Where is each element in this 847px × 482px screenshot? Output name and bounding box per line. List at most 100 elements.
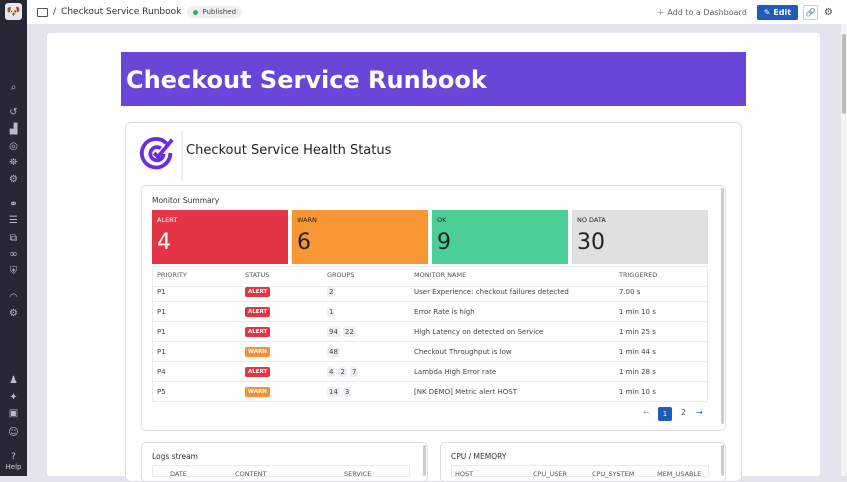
monitor-name[interactable]: Lambda High Error rate	[414, 368, 497, 376]
cpu-table-header: HOST CPU_USER CPU_SYSTEM MEM_USABLE	[451, 465, 709, 478]
monitor-table: PRIORITY STATUS GROUPS MONITOR NAME TRIGGERE…	[152, 266, 708, 402]
help-button[interactable]: ? Help	[5, 452, 22, 471]
apm-icon[interactable]: ⧉	[9, 233, 18, 244]
binoculars-icon[interactable]: ⛯	[9, 157, 18, 168]
summary-value: 30	[577, 230, 605, 255]
security-icon[interactable]: ⛨	[9, 266, 18, 277]
service-map-icon[interactable]: ⚭	[9, 199, 18, 210]
summary-warn[interactable]: WARN 6	[292, 210, 428, 264]
monitor-name[interactable]: [NK DEMO] Metric alert HOST	[414, 388, 517, 396]
watchdog-icon[interactable]: ◎	[9, 141, 18, 152]
priority: P4	[157, 368, 166, 376]
history-icon[interactable]: ↺	[9, 107, 18, 118]
triggered: 7.00 s	[619, 288, 641, 296]
page-2-button[interactable]: 2	[681, 408, 687, 417]
column-host[interactable]: HOST	[455, 470, 474, 478]
page-1-button[interactable]: 1	[658, 407, 672, 421]
table-row[interactable]: P1 WARN 48 Checkout Throughput is low 1 …	[153, 342, 707, 362]
sidebar: 🐶 ⌕ ↺ ▟ ◎ ⛯ ⚙ ⚭ ☰ ⧉ ∞ ⛨ ◠ ⚙ ♟ ✦ ▣ ☺ ? Help	[0, 0, 27, 476]
chat-icon[interactable]: ▣	[8, 408, 19, 419]
logs-icon[interactable]: ☰	[9, 215, 18, 226]
team-icon[interactable]: ♟	[9, 375, 18, 386]
group-count[interactable]: 1	[327, 307, 336, 317]
monitor-name[interactable]: Checkout Throughput is low	[414, 348, 512, 356]
column-content[interactable]: CONTENT	[235, 470, 267, 478]
groups: 2	[327, 287, 338, 297]
breadcrumb-title[interactable]: Checkout Service Runbook	[61, 7, 182, 17]
help-label: Help	[5, 463, 22, 471]
status-badge: ALERT	[245, 327, 271, 337]
group-count[interactable]: 2	[338, 367, 347, 377]
groups: 94 22	[327, 327, 359, 337]
logs-scrollbar[interactable]	[423, 445, 426, 476]
notebook-icon[interactable]	[37, 7, 48, 17]
priority: P1	[157, 308, 166, 316]
group-count[interactable]: 7	[349, 367, 359, 377]
monitor-summary-title: Monitor Summary	[152, 196, 220, 205]
priority: P5	[157, 388, 166, 396]
sparkle-icon[interactable]: ✦	[9, 392, 18, 403]
gear-icon[interactable]: ⚙	[824, 6, 833, 18]
summary-value: 9	[437, 230, 451, 255]
status-badge: ALERT	[245, 367, 271, 377]
avatar-icon[interactable]: ☺	[8, 427, 19, 438]
edit-button[interactable]: ✎ Edit	[756, 4, 799, 20]
monitor-name[interactable]: Error Rate is high	[414, 308, 475, 316]
column-cpu-user[interactable]: CPU_USER	[533, 470, 567, 478]
cpu-scrollbar[interactable]	[721, 445, 724, 476]
table-row[interactable]: P5 WARN 14 3 [NK DEMO] Metric alert HOST …	[153, 382, 707, 402]
column-cpu-system[interactable]: CPU_SYSTEM	[592, 470, 635, 478]
summary-no-data[interactable]: NO DATA 30	[572, 210, 708, 264]
network-icon[interactable]: ∞	[9, 249, 18, 260]
group-count[interactable]: 3	[342, 387, 352, 397]
status-text: Published	[202, 8, 237, 16]
widget-scrollbar[interactable]	[721, 188, 724, 424]
integrations-icon[interactable]: ⚙	[9, 174, 18, 185]
groups: 14 3	[327, 387, 354, 397]
health-title: Checkout Service Health Status	[186, 143, 392, 158]
group-count[interactable]: 14	[327, 387, 340, 397]
search-icon[interactable]: ⌕	[10, 82, 17, 93]
column-header[interactable]: STATUS	[245, 271, 270, 279]
banner-title: Checkout Service Runbook	[126, 66, 487, 94]
group-count[interactable]: 4	[327, 367, 336, 377]
table-row[interactable]: P1 ALERT 94 22 High Latency on detected o…	[153, 322, 707, 342]
monitor-name[interactable]: High Latency on detected on Service	[414, 328, 544, 336]
monitor-name[interactable]: User Experience: checkout failures detec…	[414, 288, 569, 296]
dog-logo-icon[interactable]: 🐶	[5, 3, 22, 20]
summary-value: 6	[297, 230, 311, 255]
prev-page-button[interactable]: ←	[643, 408, 650, 417]
table-header: PRIORITY STATUS GROUPS MONITOR NAME TRIGGERE…	[153, 267, 707, 287]
column-mem-usable[interactable]: MEM_USABLE	[657, 470, 702, 478]
page-scrollbar[interactable]	[841, 24, 847, 476]
group-count[interactable]: 22	[342, 327, 356, 337]
target-check-icon	[139, 137, 174, 170]
link-icon[interactable]: 🔗	[803, 4, 819, 20]
table-row[interactable]: P1 ALERT 1 Error Rate is high 1 min 10 s	[153, 302, 707, 322]
performance-icon[interactable]: ◠	[9, 292, 18, 303]
summary-alert[interactable]: ALERT 4	[152, 210, 288, 264]
column-header[interactable]: MONITOR NAME	[414, 271, 467, 279]
column-service[interactable]: SERVICE	[344, 470, 372, 478]
table-row[interactable]: P1 ALERT 2 User Experience: checkout fai…	[153, 282, 707, 302]
dashboard-icon[interactable]: ▟	[9, 124, 18, 135]
synthetics-icon[interactable]: ⚙	[9, 308, 18, 319]
summary-ok[interactable]: OK 9	[432, 210, 568, 264]
group-count[interactable]: 2	[327, 287, 336, 297]
topbar: / Checkout Service Runbook Published ＋ A…	[27, 0, 847, 24]
add-to-dashboard-label: Add to a Dashboard	[667, 7, 747, 17]
logs-title: Logs stream	[152, 452, 198, 461]
group-count[interactable]: 48	[327, 347, 340, 357]
next-page-button[interactable]: →	[696, 408, 703, 417]
column-date[interactable]: DATE	[170, 470, 187, 478]
column-header[interactable]: GROUPS	[327, 271, 355, 279]
column-header[interactable]: TRIGGERED	[619, 271, 658, 279]
column-header[interactable]: PRIORITY	[157, 271, 187, 279]
summary-label: NO DATA	[577, 216, 606, 224]
divider	[181, 131, 183, 181]
group-count[interactable]: 94	[327, 327, 340, 337]
status-badge: WARN	[245, 347, 270, 357]
add-to-dashboard-button[interactable]: ＋ Add to a Dashboard	[656, 7, 747, 17]
